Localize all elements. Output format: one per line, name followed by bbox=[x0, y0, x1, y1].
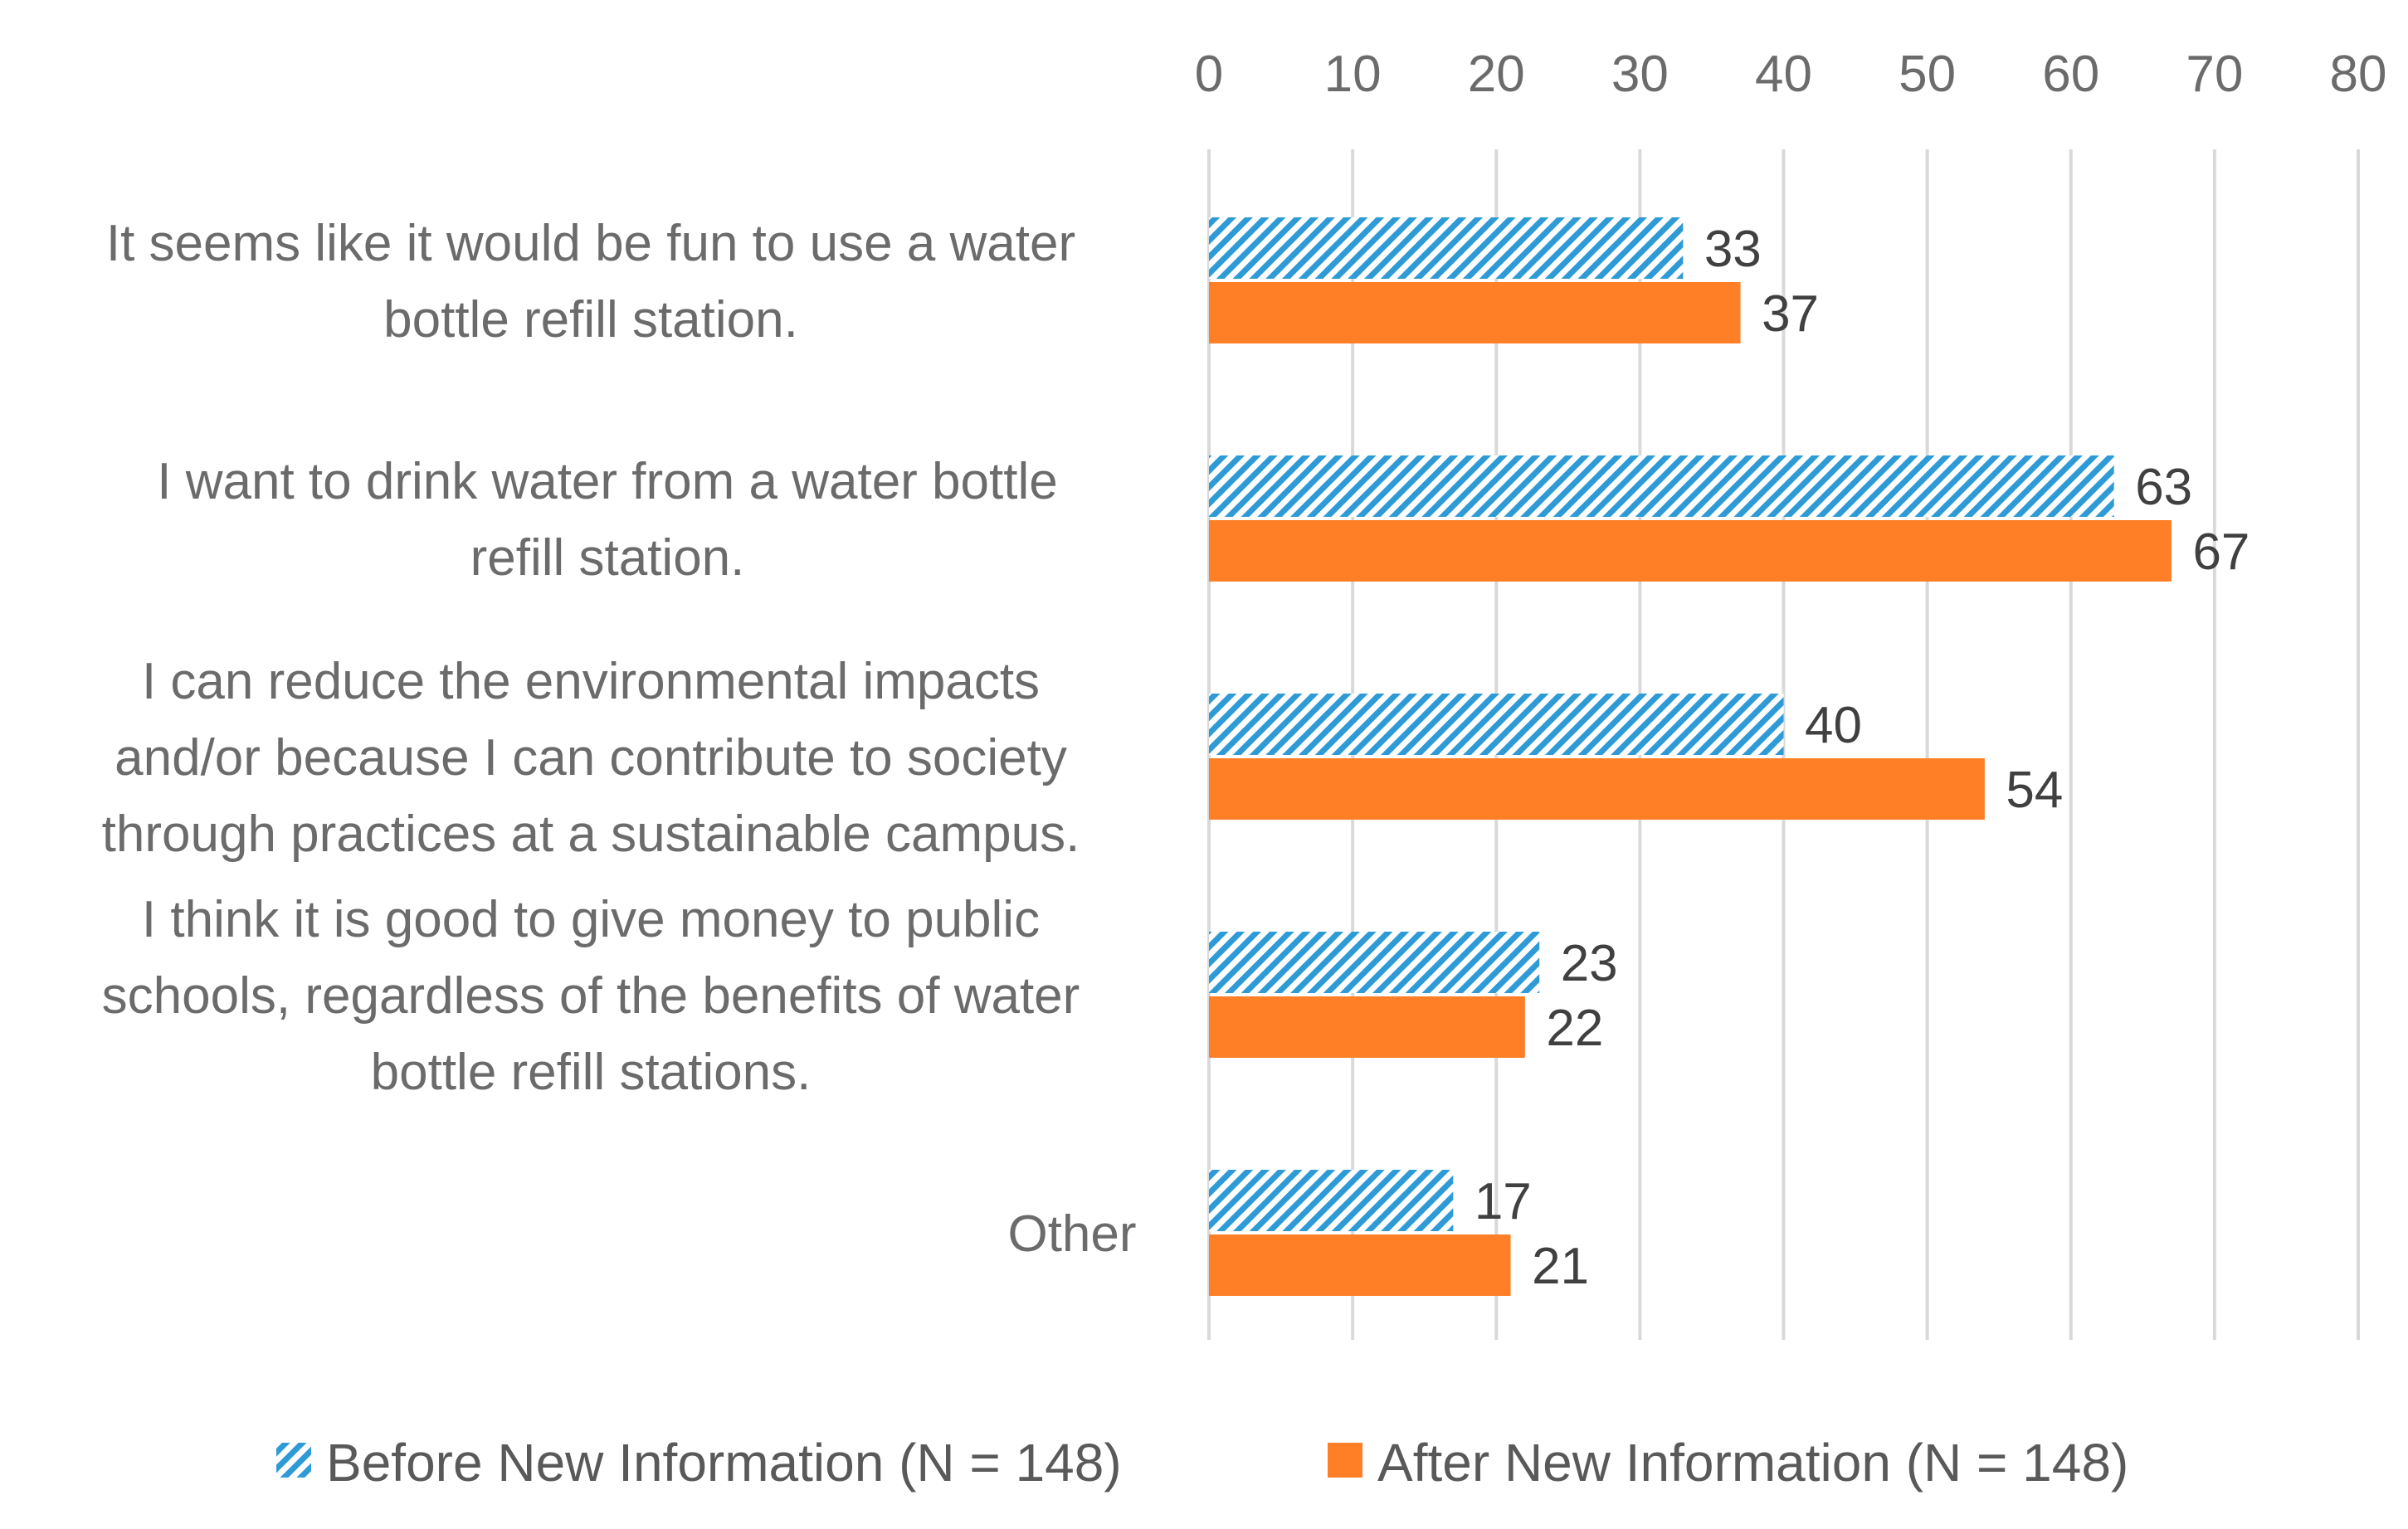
category-label-line: and/or because I can contribute to socie… bbox=[115, 729, 1067, 786]
x-tick-label: 40 bbox=[1755, 46, 1812, 103]
category-label-line: I want to drink water from a water bottl… bbox=[157, 453, 1057, 510]
bar-after bbox=[1209, 1234, 1511, 1296]
legend-swatch bbox=[276, 1443, 311, 1478]
legend-label: After New Information (N = 148) bbox=[1377, 1433, 2128, 1492]
category-label: I can reduce the environmental impacts an… bbox=[102, 653, 1080, 863]
x-tick-label: 60 bbox=[2042, 46, 2099, 103]
category-label-line: I think it is good to give money to publ… bbox=[142, 891, 1040, 948]
bar-before bbox=[1209, 694, 1784, 755]
category-label-line: schools, regardless of the benefits of w… bbox=[102, 967, 1080, 1025]
data-label-before: 23 bbox=[1561, 935, 1618, 992]
category-label: I think it is good to give money to publ… bbox=[102, 891, 1080, 1101]
x-tick-label: 10 bbox=[1324, 46, 1382, 103]
x-tick-label: 30 bbox=[1611, 46, 1669, 103]
category-label: It seems like it would be fun to use a w… bbox=[106, 215, 1075, 348]
bar-after bbox=[1209, 520, 2172, 582]
category-label-line: refill station. bbox=[470, 529, 745, 587]
bars bbox=[1209, 217, 2172, 1296]
x-axis-ticks: 0 10 20 30 40 50 60 70 80 bbox=[1195, 46, 2387, 103]
data-label-after: 67 bbox=[2192, 523, 2250, 581]
bar-before bbox=[1209, 217, 1684, 279]
bar-after bbox=[1209, 758, 1985, 820]
category-label-line: Other bbox=[1007, 1205, 1136, 1263]
category-labels: It seems like it would be fun to use a w… bbox=[102, 215, 1137, 1263]
data-label-before: 33 bbox=[1704, 221, 1762, 278]
x-tick-label: 80 bbox=[2330, 46, 2387, 103]
bar-before bbox=[1209, 1170, 1454, 1231]
bar-after bbox=[1209, 282, 1741, 343]
x-tick-label: 70 bbox=[2186, 46, 2243, 103]
legend-item: Before New Information (N = 148) bbox=[276, 1433, 1122, 1492]
legend-swatch bbox=[1328, 1443, 1362, 1478]
x-tick-label: 0 bbox=[1195, 46, 1223, 103]
category-label: I want to drink water from a water bottl… bbox=[157, 453, 1057, 587]
x-tick-label: 20 bbox=[1468, 46, 1525, 103]
bar-before bbox=[1209, 455, 2114, 517]
data-label-before: 17 bbox=[1475, 1173, 1532, 1230]
category-label-line: through practices at a sustainable campu… bbox=[102, 806, 1080, 863]
legend-item: After New Information (N = 148) bbox=[1328, 1433, 2128, 1492]
category-label: Other bbox=[1007, 1205, 1136, 1263]
legend: Before New Information (N = 148) After Ne… bbox=[276, 1433, 2128, 1492]
category-label-line: I can reduce the environmental impacts bbox=[142, 653, 1040, 710]
bar-before bbox=[1209, 932, 1540, 993]
legend-label: Before New Information (N = 148) bbox=[326, 1433, 1122, 1492]
data-label-before: 63 bbox=[2135, 459, 2192, 516]
data-label-after: 21 bbox=[1532, 1238, 1589, 1295]
category-label-line: bottle refill station. bbox=[383, 291, 798, 348]
bar-after bbox=[1209, 996, 1525, 1058]
data-label-before: 40 bbox=[1805, 697, 1862, 754]
x-tick-label: 50 bbox=[1899, 46, 1956, 103]
data-label-after: 22 bbox=[1546, 1000, 1603, 1057]
category-label-line: It seems like it would be fun to use a w… bbox=[106, 215, 1075, 272]
category-label-line: bottle refill stations. bbox=[371, 1044, 812, 1101]
data-label-after: 54 bbox=[2006, 762, 2063, 819]
data-label-after: 37 bbox=[1762, 285, 1819, 343]
